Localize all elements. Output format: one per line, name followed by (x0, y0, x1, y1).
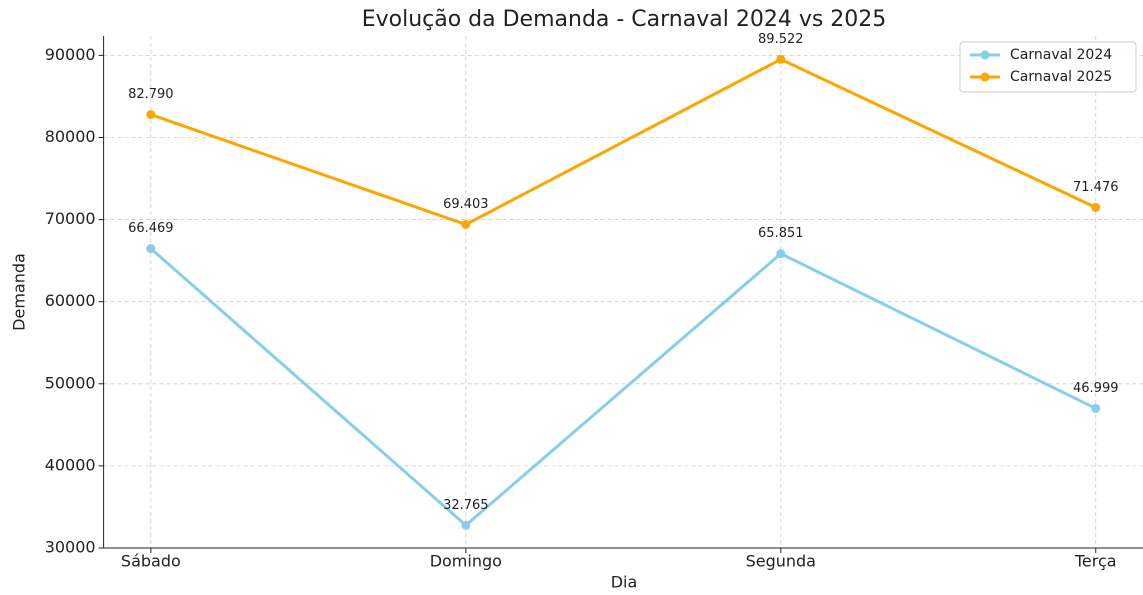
legend-label: Carnaval 2025 (1010, 69, 1112, 85)
data-label: 89.522 (758, 32, 804, 47)
y-tick-label: 80000 (45, 127, 96, 146)
y-axis-label: Demanda (10, 253, 29, 331)
y-tick-label: 40000 (45, 455, 96, 474)
point (146, 110, 156, 120)
point (776, 249, 786, 259)
y-tick-label: 60000 (45, 291, 96, 310)
chart-title: Evolução da Demanda - Carnaval 2024 vs 2… (362, 7, 887, 32)
data-label: 71.476 (1073, 180, 1119, 195)
point (1091, 202, 1101, 212)
data-label: 82.790 (128, 87, 174, 102)
point (776, 54, 786, 64)
data-label: 66.469 (128, 221, 174, 236)
series-line (150, 57, 1097, 227)
x-tick-label: Domingo (430, 552, 502, 571)
legend-marker (980, 72, 990, 82)
point (146, 244, 156, 254)
data-label: 65.851 (758, 226, 804, 241)
y-tick-label: 50000 (45, 373, 96, 392)
y-tick-label: 70000 (45, 209, 96, 228)
point (461, 520, 471, 530)
data-label: 32.765 (443, 498, 489, 513)
y-tick-label: 30000 (45, 538, 96, 557)
data-label: 69.403 (443, 197, 489, 212)
legend-marker (980, 50, 990, 60)
x-tick-label: Sábado (121, 552, 181, 571)
point (461, 219, 471, 229)
data-label: 46.999 (1073, 381, 1119, 396)
x-tick-label: Terça (1074, 552, 1117, 571)
x-tick-label: Segunda (746, 552, 816, 571)
point (1091, 403, 1101, 413)
series-line (149, 247, 1097, 528)
x-axis-label: Dia (611, 573, 638, 592)
legend-label: Carnaval 2024 (1010, 47, 1112, 63)
y-tick-label: 90000 (45, 45, 96, 64)
legend-box (959, 41, 1137, 93)
